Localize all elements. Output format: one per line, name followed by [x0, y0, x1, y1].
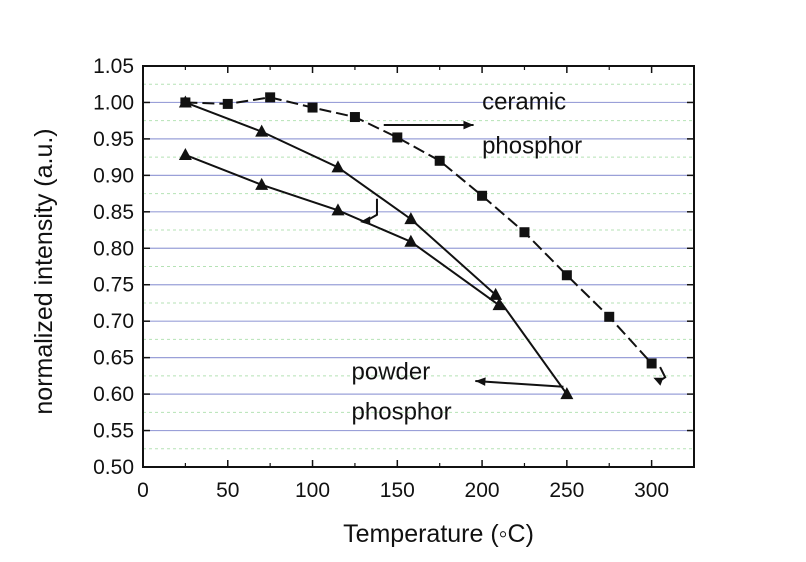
x-tick-label: 250	[549, 479, 584, 502]
annotation-arrow-line	[366, 198, 378, 222]
arrowhead	[475, 377, 486, 386]
y-tick-label: 0.80	[93, 237, 134, 260]
annotation-label: powder	[352, 359, 431, 386]
y-tick-label: 0.55	[93, 420, 134, 443]
x-tick-label: 50	[216, 479, 239, 502]
y-tick-label: 0.65	[93, 347, 134, 370]
arrowhead	[653, 377, 664, 386]
data-point-square	[434, 155, 445, 166]
y-axis-title: normalized intensity (a.u.)	[30, 128, 58, 414]
data-point-square	[222, 98, 233, 109]
data-point-square	[349, 112, 360, 123]
data-point-triangle	[331, 203, 345, 216]
data-point-square	[392, 132, 403, 143]
annotation-arrow-line	[475, 379, 564, 388]
data-point-triangle	[255, 124, 269, 137]
data-point-triangle	[492, 298, 506, 311]
plot-frame	[142, 65, 695, 468]
arrowhead	[360, 216, 371, 225]
y-tick-label: 0.70	[93, 310, 134, 333]
y-tick-label: 0.95	[93, 128, 134, 151]
x-tick-label: 100	[295, 479, 330, 502]
y-tick-label: 0.85	[93, 201, 134, 224]
y-tick-label: 0.50	[93, 456, 134, 479]
annotation-arrows	[360, 120, 667, 388]
arrowhead	[463, 120, 474, 130]
x-tick-label: 0	[137, 479, 149, 502]
axis-ticks: 0.50 0.55 0.60 0.65 0.70 0.75 0.80 0.85 0.90 0.95…	[93, 55, 694, 502]
series-line	[185, 101, 568, 395]
data-point-triangle	[178, 95, 192, 108]
x-tick-label: 150	[380, 479, 415, 502]
data-point-triangle	[331, 160, 345, 173]
y-tick-label: 1.00	[93, 91, 134, 114]
data-point-square	[307, 102, 318, 113]
data-point-square	[265, 92, 276, 103]
x-tick-label: 200	[465, 479, 500, 502]
data-point-square	[477, 190, 488, 201]
data-point-triangle	[178, 147, 192, 160]
data-point-triangle	[560, 387, 574, 400]
annotation-label: ceramic	[482, 89, 566, 116]
y-tick-label: 0.75	[93, 274, 134, 297]
series-layer	[178, 92, 657, 400]
annotations: ceramic phosphor powder phosphor	[352, 89, 583, 426]
x-tick-label: 300	[634, 479, 669, 502]
x-axis-title: Temperature (◦C)	[343, 520, 534, 548]
y-tick-label: 0.90	[93, 164, 134, 187]
data-point-square	[561, 270, 572, 281]
data-point-square	[519, 227, 530, 238]
annotation-label: phosphor	[482, 132, 582, 159]
data-point-square	[604, 311, 615, 322]
data-point-triangle	[489, 287, 503, 300]
annotation-label: phosphor	[352, 399, 452, 426]
series-line	[185, 96, 653, 365]
data-point-square	[646, 358, 657, 369]
y-tick-label: 0.60	[93, 383, 134, 406]
data-point-triangle	[255, 177, 269, 190]
y-tick-label: 1.05	[93, 55, 134, 78]
data-point-triangle	[404, 212, 418, 225]
data-point-triangle	[404, 234, 418, 247]
